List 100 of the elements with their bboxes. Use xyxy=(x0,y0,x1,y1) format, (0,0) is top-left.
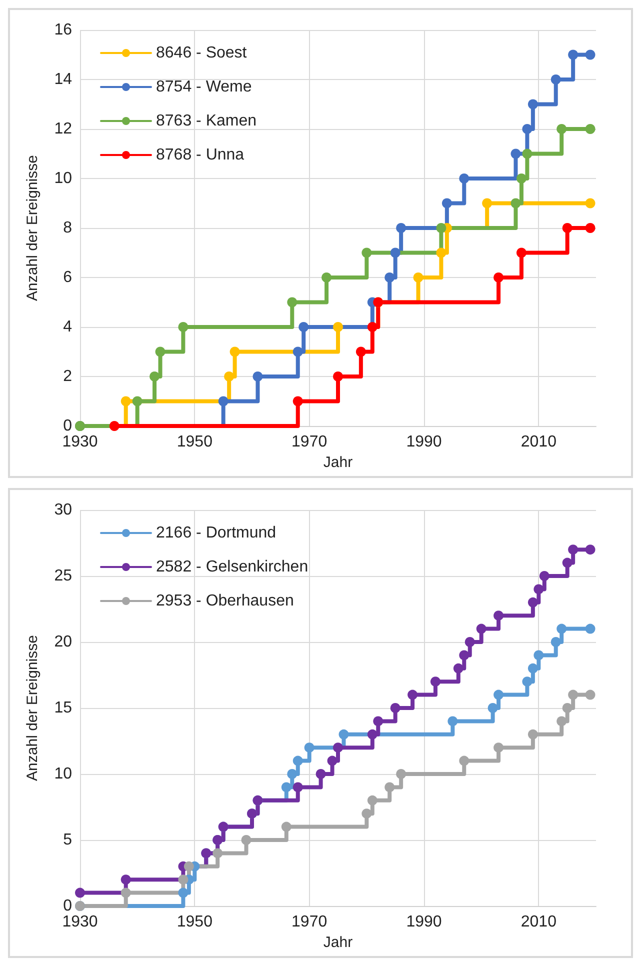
point xyxy=(494,742,504,753)
y-tick-label: 6 xyxy=(63,269,72,286)
y-tick-label: 16 xyxy=(54,22,72,38)
point xyxy=(184,861,194,872)
point xyxy=(178,322,188,332)
y-tick-label: 5 xyxy=(63,832,72,848)
point xyxy=(510,148,521,159)
point xyxy=(155,346,166,357)
legend-label: 8763 - Kamen xyxy=(156,112,257,130)
point xyxy=(550,74,561,84)
point xyxy=(585,690,596,700)
point xyxy=(292,756,303,766)
point xyxy=(322,272,332,282)
point xyxy=(436,223,446,233)
point xyxy=(390,703,400,713)
point xyxy=(292,782,303,792)
y-tick-label: 25 xyxy=(54,568,72,584)
y-tick-label: 20 xyxy=(54,634,72,650)
y-axis-title: Anzahl der Ereignisse xyxy=(24,155,41,301)
point xyxy=(396,769,406,779)
point xyxy=(516,248,526,258)
point xyxy=(178,888,188,898)
point xyxy=(413,272,424,282)
point xyxy=(281,822,292,832)
point xyxy=(327,756,338,766)
point xyxy=(510,198,521,208)
point xyxy=(562,703,572,713)
y-tick-label: 14 xyxy=(54,71,72,88)
point xyxy=(522,676,532,687)
point xyxy=(562,558,572,568)
point xyxy=(585,50,596,60)
y-tick-label: 8 xyxy=(63,220,72,236)
legend-label: 8754 - Weme xyxy=(156,78,252,96)
x-axis-title: Jahr xyxy=(323,934,353,951)
point xyxy=(230,346,240,357)
point xyxy=(585,223,596,233)
point xyxy=(316,769,326,779)
point xyxy=(287,769,298,779)
point xyxy=(384,782,395,792)
point xyxy=(568,544,578,555)
y-tick-label: 30 xyxy=(54,502,72,518)
point xyxy=(362,808,372,819)
point xyxy=(459,756,470,766)
point xyxy=(494,610,504,621)
point xyxy=(556,716,567,726)
point xyxy=(304,742,314,753)
x-tick-label: 1970 xyxy=(292,434,328,450)
y-tick-label: 10 xyxy=(54,766,72,782)
point xyxy=(373,716,384,726)
point xyxy=(298,322,309,332)
point xyxy=(556,124,567,134)
point xyxy=(464,637,475,647)
x-tick-label: 1990 xyxy=(406,914,442,930)
point xyxy=(212,848,223,858)
point xyxy=(528,729,538,740)
point xyxy=(333,372,343,382)
point xyxy=(218,396,228,406)
point xyxy=(408,690,418,700)
point xyxy=(132,396,142,406)
point xyxy=(476,624,486,634)
legend-label: 2582 - Gelsenkirchen xyxy=(156,558,308,576)
legend-label: 2953 - Oberhausen xyxy=(156,592,294,610)
y-tick-label: 0 xyxy=(63,898,72,914)
point xyxy=(396,223,406,233)
point xyxy=(75,888,85,898)
point xyxy=(556,624,567,634)
point xyxy=(585,198,596,208)
x-tick-label: 1930 xyxy=(62,914,98,930)
point xyxy=(482,198,492,208)
point xyxy=(488,703,498,713)
point xyxy=(390,248,400,258)
point xyxy=(528,663,538,674)
point xyxy=(120,396,131,406)
point xyxy=(585,124,596,134)
y-tick-label: 15 xyxy=(54,700,72,716)
y-tick-label: 2 xyxy=(63,368,72,385)
point xyxy=(448,716,458,726)
x-tick-label: 1950 xyxy=(176,434,213,450)
y-tick-label: 10 xyxy=(54,170,72,187)
point xyxy=(550,637,561,647)
point xyxy=(494,690,504,700)
point xyxy=(430,676,440,687)
point xyxy=(568,690,578,700)
x-tick-label: 1970 xyxy=(292,914,328,930)
point xyxy=(178,874,188,885)
point xyxy=(252,372,263,382)
point xyxy=(224,372,234,382)
point xyxy=(494,272,504,282)
point xyxy=(522,124,532,134)
point xyxy=(150,372,160,382)
y-tick-label: 0 xyxy=(63,418,72,434)
point xyxy=(522,148,532,159)
point xyxy=(436,248,446,258)
point xyxy=(292,346,303,357)
y-tick-label: 4 xyxy=(63,318,72,336)
point xyxy=(356,346,366,357)
point xyxy=(109,421,120,431)
x-tick-label: 1990 xyxy=(406,434,442,450)
point xyxy=(568,50,578,60)
point xyxy=(534,650,544,660)
